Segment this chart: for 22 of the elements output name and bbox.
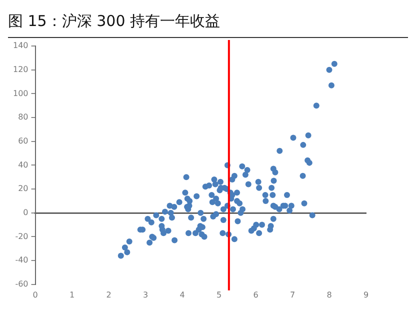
y-tick-label: 60 [18, 136, 28, 146]
x-tick-label: 7 [290, 290, 296, 300]
y-tick-label: 0 [23, 208, 28, 217]
y-tick-label: 120 [12, 64, 28, 74]
x-tick-label: 0 [32, 290, 38, 300]
y-tick-label: 140 [12, 41, 28, 50]
x-tick-label: 3 [142, 290, 148, 300]
x-tick-label: 8 [326, 290, 332, 300]
x-tick-label: 9 [363, 290, 369, 300]
y-tick-label: 80 [18, 112, 28, 122]
x-tick-label: 1 [69, 290, 75, 300]
x-tick-label: 4 [180, 290, 185, 300]
y-tick-label: -60 [15, 279, 28, 288]
y-tick-label: -20 [15, 232, 28, 241]
x-tick-label: 6 [253, 290, 258, 300]
y-tick-label: 20 [18, 184, 28, 194]
y-tick-label: 100 [12, 88, 28, 98]
x-tick-label: 2 [106, 290, 112, 300]
y-tick-label: -40 [15, 256, 28, 265]
x-tick-label: 5 [216, 290, 222, 300]
y-tick-label: 40 [18, 160, 28, 170]
chart-title: 图 15：沪深 300 持有一年收益 [8, 8, 408, 38]
